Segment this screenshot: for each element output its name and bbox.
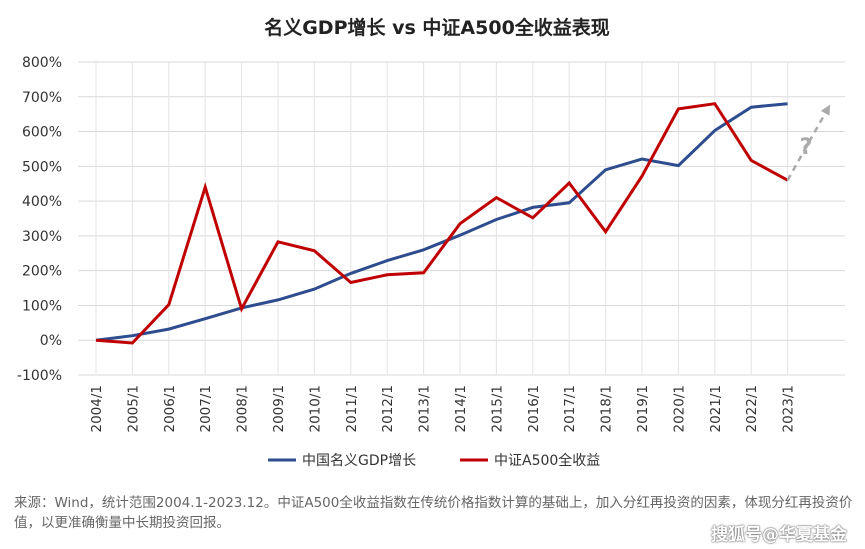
x-tick-label: 2017/1 [562,385,578,433]
x-tick-label: 2014/1 [453,385,469,433]
x-tick-label: 2021/1 [708,385,724,433]
x-tick-label: 2004/1 [89,385,105,433]
series-line-1 [95,102,788,342]
x-tick-label: 2007/1 [198,385,214,433]
y-tick-label: 200% [22,264,62,280]
y-tick-label: 500% [22,159,62,175]
x-tick-label: 2020/1 [671,385,687,433]
x-tick-label: 2023/1 [781,385,797,433]
y-tick-label: 700% [22,90,62,106]
x-tick-label: 2006/1 [162,385,178,433]
x-tick-label: 2008/1 [235,385,251,433]
legend-label-2: 中证A500全收益 [494,452,600,469]
chart-title: 名义GDP增长 vs 中证A500全收益表现 [264,16,610,39]
x-tick-label: 2011/1 [344,385,360,433]
y-tick-label: 100% [22,298,62,314]
series-line-2 [95,102,789,345]
y-tick-label: 800% [22,55,62,71]
y-axis: -100% 0% 100% 200% 300% 400% 500% 600% 700% 800% [17,55,62,384]
y-tick-label: 400% [22,194,62,210]
y-tick-label: 0% [40,333,62,349]
x-tick-label: 2013/1 [417,385,433,433]
x-tick-label: 2015/1 [489,385,505,433]
legend: 中国名义GDP增长 中证A500全收益 [268,452,600,469]
watermark: 搜狐号@华夏基金 [711,525,847,545]
x-tick-label: 2010/1 [307,385,323,433]
legend-label-1: 中国名义GDP增长 [302,453,416,469]
annotation-layer: ? [786,104,831,181]
x-tick-label: 2012/1 [380,385,396,433]
y-tick-label: -100% [17,368,62,384]
x-tick-label: 2022/1 [744,385,760,433]
y-tick-label: 300% [22,229,62,245]
annotation-question-mark: ? [800,135,813,160]
x-axis: 2004/1 2005/1 2006/1 2007/1 2008/1 2009/1 2010… [89,385,797,433]
series-layer [95,102,789,345]
gridlines [78,61,845,376]
x-tick-label: 2018/1 [599,385,615,433]
annotation-arrow [786,104,831,181]
x-tick-label: 2005/1 [125,385,141,433]
x-tick-label: 2009/1 [271,385,287,433]
x-tick-label: 2016/1 [526,385,542,433]
source-footnote: 来源：Wind，统计范围2004.1-2023.12。中证A500全收益指数在传… [14,495,853,531]
x-tick-label: 2019/1 [635,385,651,433]
y-tick-label: 600% [22,125,62,141]
